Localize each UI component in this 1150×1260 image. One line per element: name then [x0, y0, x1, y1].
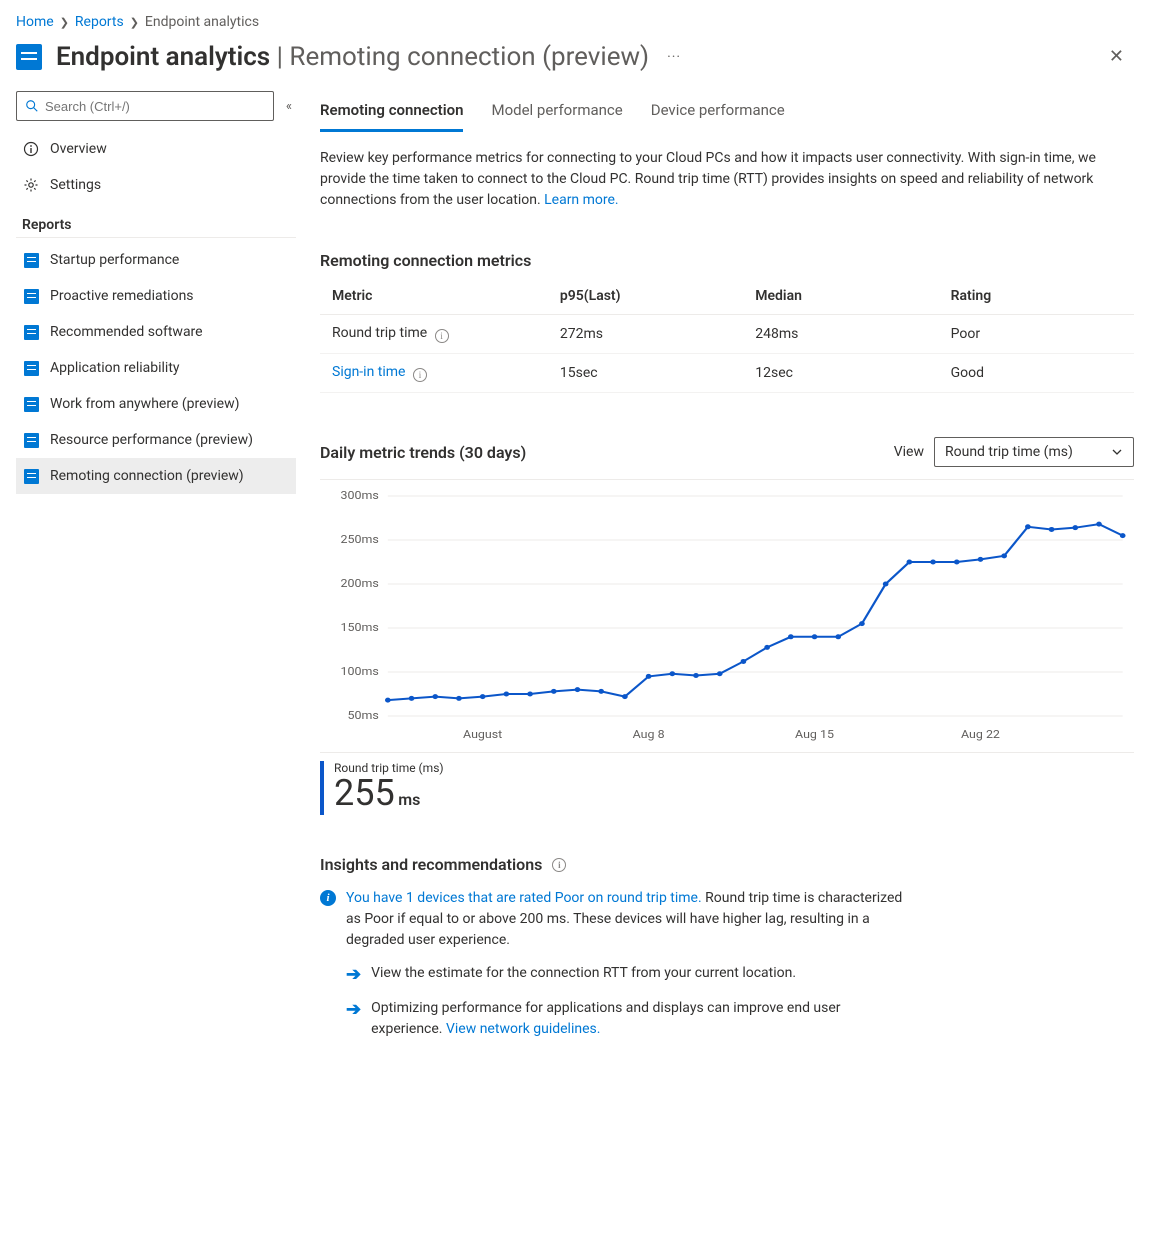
breadcrumb-current: Endpoint analytics — [145, 14, 259, 30]
col-metric: Metric — [320, 278, 548, 315]
chevron-right-icon: ❯ — [60, 16, 69, 29]
report-icon — [22, 323, 40, 341]
sidebar-item-report[interactable]: Application reliability — [16, 350, 296, 386]
sidebar-item-label: Resource performance (preview) — [50, 432, 253, 448]
metrics-heading: Remoting connection metrics — [320, 251, 1134, 270]
chevron-right-icon: ❯ — [130, 16, 139, 29]
sidebar-item-overview[interactable]: Overview — [16, 131, 296, 167]
breadcrumb: Home ❯ Reports ❯ Endpoint analytics — [16, 0, 1134, 36]
view-label: View — [894, 444, 924, 460]
metric-select-value: Round trip time (ms) — [945, 444, 1073, 460]
report-icon — [22, 251, 40, 269]
report-icon — [22, 467, 40, 485]
page-subtitle: | — [270, 42, 289, 72]
svg-text:Aug 8: Aug 8 — [633, 728, 665, 741]
sidebar-item-report[interactable]: Recommended software — [16, 314, 296, 350]
metric-select[interactable]: Round trip time (ms) — [934, 437, 1134, 467]
search-icon — [25, 99, 39, 113]
arrow-right-icon: ➔ — [346, 998, 361, 1021]
search-input-wrap[interactable] — [16, 91, 274, 121]
metric-value-number: 255 — [334, 772, 395, 814]
close-icon[interactable]: ✕ — [1099, 40, 1134, 73]
sidebar: « Overview Settings Reports Startup perf… — [16, 91, 296, 1046]
sidebar-item-label: Proactive remediations — [50, 288, 194, 304]
sidebar-item-report[interactable]: Proactive remediations — [16, 278, 296, 314]
info-icon[interactable]: i — [552, 858, 566, 872]
report-icon — [22, 287, 40, 305]
sidebar-item-label: Work from anywhere (preview) — [50, 396, 239, 412]
metrics-table: Metric p95(Last) Median Rating Round tri… — [320, 278, 1134, 393]
collapse-sidebar-button[interactable]: « — [282, 95, 296, 118]
accent-bar — [320, 761, 324, 815]
info-badge-icon: i — [320, 890, 336, 906]
sidebar-item-label: Overview — [50, 141, 107, 157]
sidebar-item-label: Application reliability — [50, 360, 180, 376]
page-title-row: Endpoint analytics | Remoting connection… — [16, 36, 1134, 91]
more-menu-button[interactable]: ··· — [667, 49, 681, 65]
report-icon — [22, 395, 40, 413]
breadcrumb-home[interactable]: Home — [16, 14, 54, 30]
analytics-icon — [16, 44, 42, 70]
info-icon[interactable]: i — [435, 329, 449, 343]
sidebar-item-report[interactable]: Startup performance — [16, 242, 296, 278]
tabs: Remoting connection Model performance De… — [320, 91, 1134, 132]
svg-text:Aug 22: Aug 22 — [961, 728, 1000, 741]
trends-heading: Daily metric trends (30 days) — [320, 443, 526, 462]
insights-section: Insights and recommendations i i You hav… — [320, 855, 1134, 1046]
svg-text:300ms: 300ms — [341, 489, 379, 502]
info-icon — [22, 140, 40, 158]
page-subtitle-text: Remoting connection (preview) — [289, 42, 649, 72]
svg-text:Aug 15: Aug 15 — [795, 728, 834, 741]
breadcrumb-reports[interactable]: Reports — [75, 14, 124, 30]
report-icon — [22, 431, 40, 449]
page-title: Endpoint analytics — [56, 42, 270, 72]
svg-text:50ms: 50ms — [347, 709, 378, 722]
table-row: Sign-in time i15sec12secGood — [320, 354, 1134, 393]
sidebar-group-reports: Reports — [16, 203, 296, 238]
sidebar-item-label: Remoting connection (preview) — [50, 468, 244, 484]
metric-value-unit: ms — [398, 790, 420, 809]
col-median: Median — [743, 278, 938, 315]
sidebar-item-report[interactable]: Remoting connection (preview) — [16, 458, 296, 494]
tab-remoting-connection[interactable]: Remoting connection — [320, 91, 463, 132]
learn-more-link[interactable]: Learn more. — [544, 192, 619, 208]
tab-description: Review key performance metrics for conne… — [320, 148, 1134, 211]
svg-text:250ms: 250ms — [341, 533, 379, 546]
action-item: ➔View the estimate for the connection RT… — [346, 957, 1134, 992]
arrow-right-icon: ➔ — [346, 963, 361, 986]
chevron-down-icon — [1111, 446, 1123, 458]
sidebar-item-report[interactable]: Resource performance (preview) — [16, 422, 296, 458]
insight-item: i You have 1 devices that are rated Poor… — [320, 882, 1134, 957]
action-link[interactable]: View network guidelines. — [446, 1021, 600, 1037]
tab-model-performance[interactable]: Model performance — [491, 91, 622, 132]
svg-text:100ms: 100ms — [341, 665, 379, 678]
metric-link[interactable]: Sign-in time — [332, 364, 405, 380]
sidebar-item-label: Recommended software — [50, 324, 203, 340]
sidebar-item-label: Settings — [50, 177, 101, 193]
insight-link[interactable]: You have 1 devices that are rated Poor o… — [346, 890, 702, 906]
sidebar-item-label: Startup performance — [50, 252, 179, 268]
current-metric-value: Round trip time (ms) 255 ms — [320, 761, 1134, 815]
insights-heading: Insights and recommendations i — [320, 855, 1134, 874]
col-rating: Rating — [939, 278, 1134, 315]
tab-device-performance[interactable]: Device performance — [651, 91, 785, 132]
action-item: ➔Optimizing performance for applications… — [346, 992, 1134, 1046]
sidebar-item-settings[interactable]: Settings — [16, 167, 296, 203]
svg-text:August: August — [463, 728, 502, 741]
svg-text:150ms: 150ms — [341, 621, 379, 634]
svg-text:200ms: 200ms — [341, 577, 379, 590]
col-p95: p95(Last) — [548, 278, 743, 315]
info-icon[interactable]: i — [413, 368, 427, 382]
table-row: Round trip time i272ms248msPoor — [320, 315, 1134, 354]
search-input[interactable] — [45, 99, 265, 114]
sidebar-item-report[interactable]: Work from anywhere (preview) — [16, 386, 296, 422]
trend-chart: 50ms 100ms 150ms 200ms 250ms 300ms August Aug 8… — [320, 479, 1134, 753]
gear-icon — [22, 176, 40, 194]
report-icon — [22, 359, 40, 377]
